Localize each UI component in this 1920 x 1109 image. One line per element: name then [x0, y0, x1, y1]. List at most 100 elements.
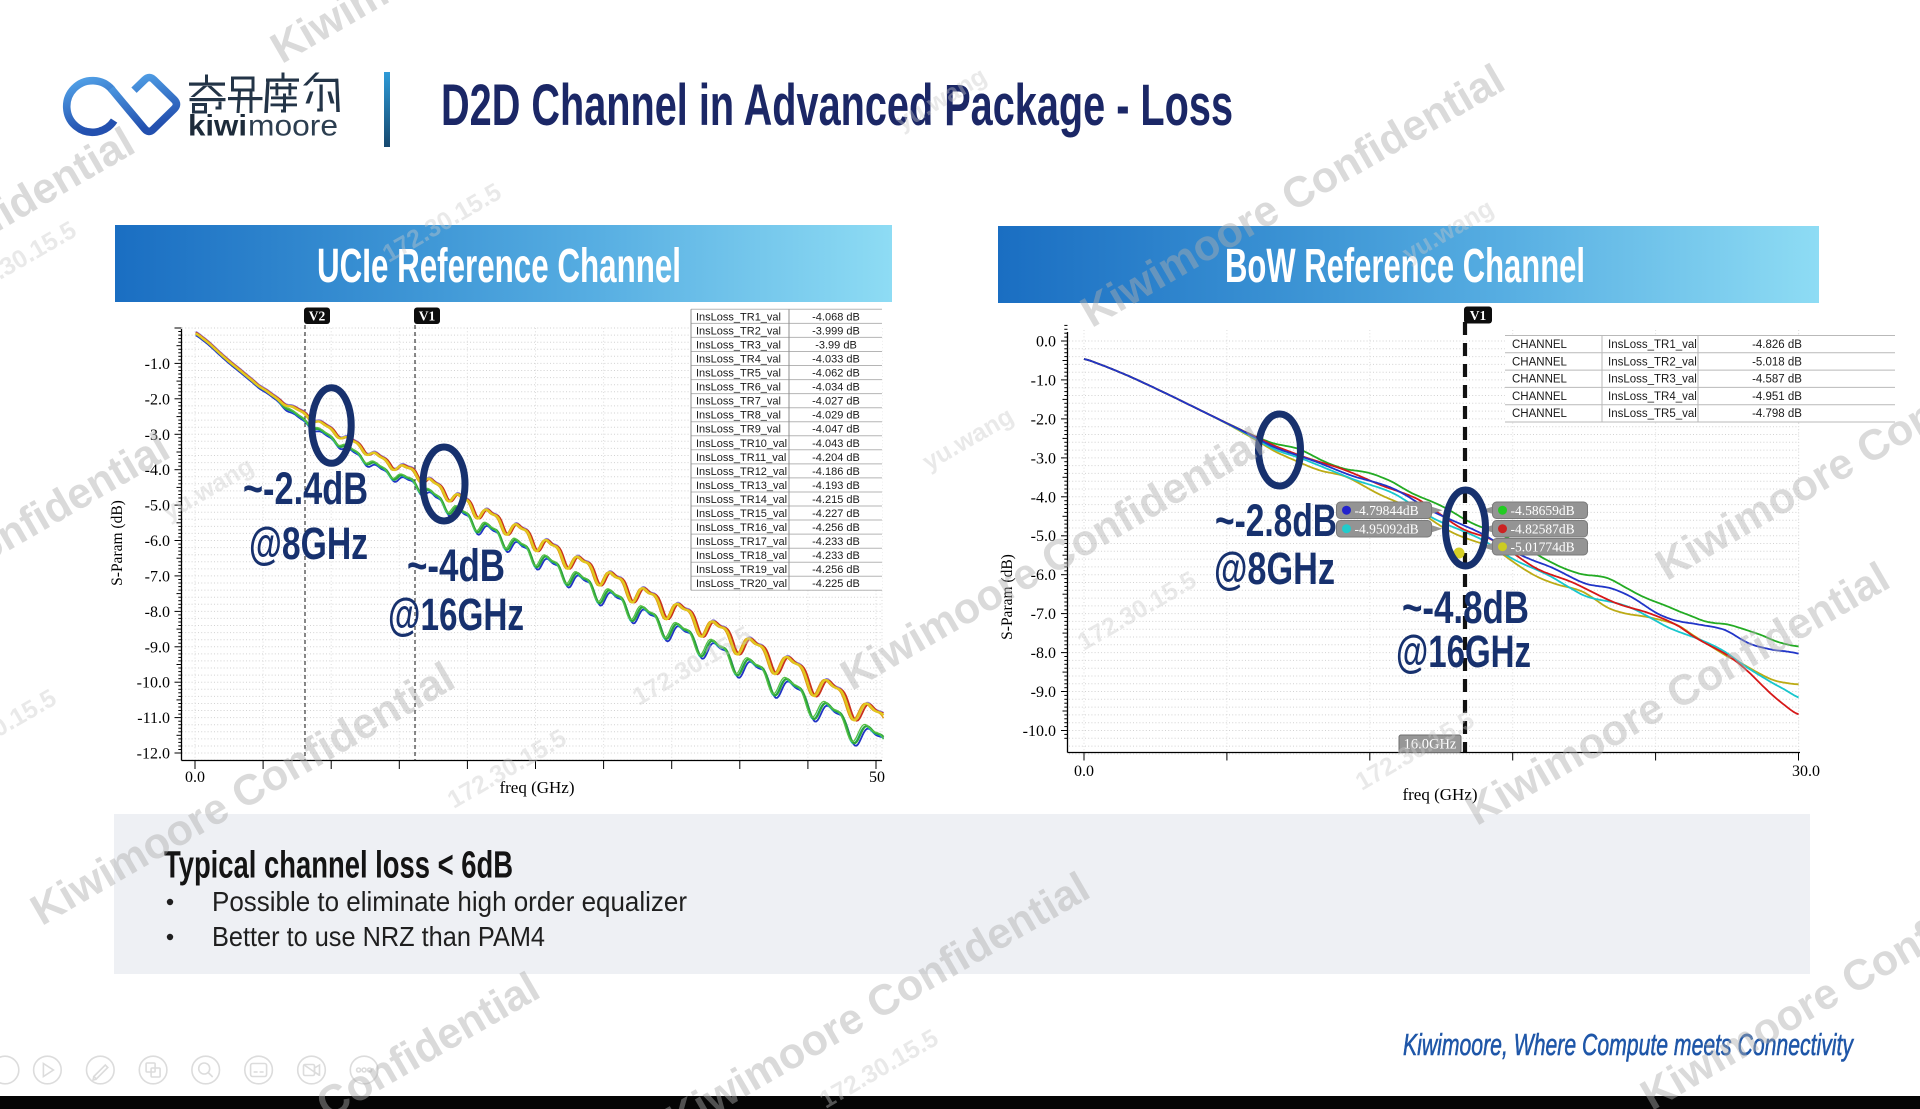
svg-text:S-Param (dB): S-Param (dB)	[1000, 554, 1016, 640]
svg-text:Typical channel loss < 6dB: Typical channel loss < 6dB	[164, 845, 513, 887]
svg-text:-4.79844dB: -4.79844dB	[1355, 503, 1419, 518]
svg-text:-4.233 dB: -4.233 dB	[812, 550, 860, 562]
svg-text:InsLoss_TR2_val: InsLoss_TR2_val	[1608, 356, 1697, 368]
svg-text:InsLoss_TR10_val: InsLoss_TR10_val	[696, 438, 787, 450]
svg-text:~-4dB: ~-4dB	[407, 540, 505, 591]
svg-text:@16GHz: @16GHz	[388, 589, 524, 640]
svg-text:-4.027 dB: -4.027 dB	[812, 396, 860, 408]
svg-text:~-2.4dB: ~-2.4dB	[243, 463, 368, 514]
svg-text:InsLoss_TR5_val: InsLoss_TR5_val	[1608, 408, 1697, 420]
svg-text:0.0: 0.0	[1074, 763, 1094, 780]
svg-text:BoW Reference Channel: BoW Reference Channel	[1225, 240, 1585, 293]
svg-text:-1.0: -1.0	[1031, 372, 1056, 389]
svg-text:-6.0: -6.0	[145, 533, 170, 550]
svg-text:InsLoss_TR1_val: InsLoss_TR1_val	[696, 311, 781, 323]
svg-text:CHANNEL: CHANNEL	[1512, 408, 1568, 420]
svg-text:InsLoss_TR8_val: InsLoss_TR8_val	[696, 410, 781, 422]
svg-text:-4.82587dB: -4.82587dB	[1511, 522, 1575, 537]
svg-text:-5.0: -5.0	[1031, 528, 1056, 545]
svg-text:-1.0: -1.0	[145, 356, 170, 373]
svg-text:-10.0: -10.0	[137, 675, 170, 692]
svg-text:InsLoss_TR3_val: InsLoss_TR3_val	[696, 339, 781, 351]
svg-text:S-Param (dB): S-Param (dB)	[110, 500, 126, 586]
svg-text:freq (GHz): freq (GHz)	[499, 778, 574, 797]
svg-text:InsLoss_TR3_val: InsLoss_TR3_val	[1608, 374, 1697, 386]
svg-text:-4.951 dB: -4.951 dB	[1752, 391, 1802, 403]
svg-text:InsLoss_TR15_val: InsLoss_TR15_val	[696, 508, 787, 520]
svg-text:-3.0: -3.0	[1031, 450, 1056, 467]
svg-text:-4.58659dB: -4.58659dB	[1511, 503, 1575, 518]
svg-text:-4.047 dB: -4.047 dB	[812, 424, 860, 436]
svg-text:Kiwimoore, Where Compute meets: Kiwimoore, Where Compute meets Connectiv…	[1403, 1027, 1855, 1062]
svg-text:-12.0: -12.0	[137, 746, 170, 763]
svg-text:@16GHz: @16GHz	[1396, 626, 1531, 677]
svg-text:-4.0: -4.0	[1031, 489, 1056, 506]
svg-text:-4.233 dB: -4.233 dB	[812, 536, 860, 548]
svg-text:-4.033 dB: -4.033 dB	[812, 354, 860, 366]
svg-text:InsLoss_TR19_val: InsLoss_TR19_val	[696, 564, 787, 576]
svg-text:50: 50	[869, 769, 885, 786]
svg-text:InsLoss_TR20_val: InsLoss_TR20_val	[696, 578, 787, 590]
svg-text:-6.0: -6.0	[1031, 567, 1056, 584]
svg-text:InsLoss_TR9_val: InsLoss_TR9_val	[696, 424, 781, 436]
svg-text:InsLoss_TR17_val: InsLoss_TR17_val	[696, 536, 787, 548]
svg-text:-2.0: -2.0	[145, 391, 170, 408]
svg-text:D2D Channel in Advanced Packag: D2D Channel in Advanced Package - Loss	[441, 73, 1233, 138]
svg-text:30.0: 30.0	[1792, 763, 1820, 780]
svg-text:-8.0: -8.0	[1031, 645, 1056, 662]
svg-text:-4.193 dB: -4.193 dB	[812, 480, 860, 492]
svg-text:Better to use NRZ than PAM4: Better to use NRZ than PAM4	[212, 921, 545, 952]
svg-text:-3.0: -3.0	[145, 427, 170, 444]
svg-text:InsLoss_TR13_val: InsLoss_TR13_val	[696, 480, 787, 492]
svg-text:freq (GHz): freq (GHz)	[1402, 785, 1477, 804]
svg-text:~-2.8dB: ~-2.8dB	[1215, 495, 1337, 546]
svg-text:UCIe Reference Channel: UCIe Reference Channel	[317, 240, 681, 293]
svg-text:CHANNEL: CHANNEL	[1512, 356, 1568, 368]
svg-text:-4.029 dB: -4.029 dB	[812, 410, 860, 422]
svg-text:-2.0: -2.0	[1031, 411, 1056, 428]
svg-text:@8GHz: @8GHz	[1214, 543, 1335, 594]
svg-text:-4.034 dB: -4.034 dB	[812, 382, 860, 394]
svg-text:-7.0: -7.0	[145, 568, 170, 585]
svg-text:-4.227 dB: -4.227 dB	[812, 508, 860, 520]
svg-text:InsLoss_TR6_val: InsLoss_TR6_val	[696, 382, 781, 394]
svg-text:~-4.8dB: ~-4.8dB	[1402, 582, 1529, 633]
svg-text:InsLoss_TR1_val: InsLoss_TR1_val	[1608, 339, 1697, 351]
svg-text:-4.062 dB: -4.062 dB	[812, 368, 860, 380]
svg-text:InsLoss_TR4_val: InsLoss_TR4_val	[696, 354, 781, 366]
svg-text:-4.95092dB: -4.95092dB	[1355, 522, 1419, 537]
svg-text:CHANNEL: CHANNEL	[1512, 391, 1568, 403]
svg-text:-7.0: -7.0	[1031, 606, 1056, 623]
svg-text:@8GHz: @8GHz	[249, 518, 368, 569]
svg-text:-5.018 dB: -5.018 dB	[1752, 356, 1802, 368]
svg-text:16.0GHz: 16.0GHz	[1404, 737, 1457, 753]
svg-text:0.0: 0.0	[185, 769, 205, 786]
svg-text:InsLoss_TR7_val: InsLoss_TR7_val	[696, 396, 781, 408]
svg-text:-4.186 dB: -4.186 dB	[812, 466, 860, 478]
svg-text:-4.256 dB: -4.256 dB	[812, 522, 860, 534]
svg-text:kiwi: kiwi	[188, 110, 247, 143]
svg-text:Possible to eliminate high ord: Possible to eliminate high order equaliz…	[212, 886, 687, 917]
svg-text:V1: V1	[419, 309, 436, 324]
svg-text:InsLoss_TR11_val: InsLoss_TR11_val	[696, 452, 786, 464]
svg-text:-4.043 dB: -4.043 dB	[812, 438, 860, 450]
svg-text:-11.0: -11.0	[137, 710, 170, 727]
svg-text:InsLoss_TR2_val: InsLoss_TR2_val	[696, 325, 781, 337]
svg-text:-4.068 dB: -4.068 dB	[812, 311, 860, 323]
svg-text:-4.0: -4.0	[145, 462, 170, 479]
svg-text:-10.0: -10.0	[1023, 723, 1056, 740]
svg-text:InsLoss_TR5_val: InsLoss_TR5_val	[696, 368, 781, 380]
svg-text:-4.256 dB: -4.256 dB	[812, 564, 860, 576]
svg-text:V1: V1	[1470, 308, 1487, 323]
svg-text:-4.204 dB: -4.204 dB	[812, 452, 860, 464]
svg-text:0.0: 0.0	[1036, 334, 1056, 351]
svg-text:-4.225 dB: -4.225 dB	[812, 578, 860, 590]
svg-text:InsLoss_TR14_val: InsLoss_TR14_val	[696, 494, 787, 506]
svg-text:moore: moore	[248, 110, 338, 143]
svg-text:InsLoss_TR18_val: InsLoss_TR18_val	[696, 550, 787, 562]
svg-text:-3.99 dB: -3.99 dB	[815, 339, 857, 351]
svg-text:-4.587 dB: -4.587 dB	[1752, 374, 1802, 386]
svg-text:-8.0: -8.0	[145, 604, 170, 621]
svg-text:-4.826 dB: -4.826 dB	[1752, 339, 1802, 351]
svg-text:InsLoss_TR12_val: InsLoss_TR12_val	[696, 466, 787, 478]
